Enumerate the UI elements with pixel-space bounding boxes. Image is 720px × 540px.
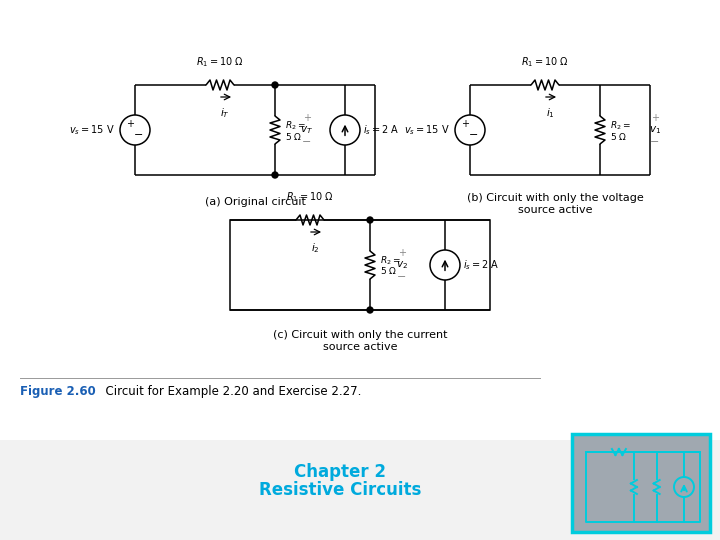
Text: $R_2 =$: $R_2 =$	[610, 120, 631, 132]
Bar	[572, 434, 710, 532]
Text: $R_1 = 10\ \Omega$: $R_1 = 10\ \Omega$	[286, 190, 334, 204]
Circle shape	[367, 217, 373, 223]
Text: Figure 2.60: Figure 2.60	[20, 385, 96, 398]
Text: source active: source active	[518, 205, 593, 215]
Text: Resistive Circuits: Resistive Circuits	[258, 481, 421, 499]
Bar	[0, 0, 720, 440]
Text: −: −	[469, 130, 479, 140]
Text: $5\ \Omega$: $5\ \Omega$	[380, 266, 397, 276]
Text: $v_T$: $v_T$	[300, 124, 313, 136]
Text: (a) Original circuit: (a) Original circuit	[204, 197, 305, 207]
Text: $R_1 = 10\ \Omega$: $R_1 = 10\ \Omega$	[521, 55, 569, 69]
Text: $R_1 = 10\ \Omega$: $R_1 = 10\ \Omega$	[196, 55, 244, 69]
Text: +: +	[303, 113, 311, 123]
Text: +: +	[398, 248, 406, 258]
Circle shape	[367, 307, 373, 313]
Text: −: −	[397, 272, 407, 282]
Text: $i_2$: $i_2$	[310, 241, 320, 255]
Bar	[230, 220, 490, 310]
Text: +: +	[126, 119, 134, 129]
Text: $R_2 =$: $R_2 =$	[380, 255, 401, 267]
Text: $i_s = 2\ \mathrm{A}$: $i_s = 2\ \mathrm{A}$	[363, 123, 400, 137]
Text: (c) Circuit with only the current: (c) Circuit with only the current	[273, 330, 447, 340]
Text: −: −	[302, 137, 312, 147]
Circle shape	[272, 82, 278, 88]
Text: $v_2$: $v_2$	[396, 259, 408, 271]
Text: $v_1$: $v_1$	[649, 124, 661, 136]
Text: $5\ \Omega$: $5\ \Omega$	[285, 131, 302, 141]
Text: $i_s = 2\ \mathrm{A}$: $i_s = 2\ \mathrm{A}$	[463, 258, 500, 272]
Text: +: +	[651, 113, 659, 123]
Text: −: −	[650, 137, 660, 147]
Text: $5\ \Omega$: $5\ \Omega$	[610, 131, 627, 141]
Text: Circuit for Example 2.20 and Exercise 2.27.: Circuit for Example 2.20 and Exercise 2.…	[98, 385, 361, 398]
Text: $v_s = 15\ \mathrm{V}$: $v_s = 15\ \mathrm{V}$	[69, 123, 115, 137]
Text: $i_T$: $i_T$	[220, 106, 230, 120]
Text: $v_s = 15\ \mathrm{V}$: $v_s = 15\ \mathrm{V}$	[404, 123, 450, 137]
Text: −: −	[135, 130, 144, 140]
Text: +: +	[461, 119, 469, 129]
Bar	[572, 434, 710, 532]
Text: Chapter 2: Chapter 2	[294, 463, 386, 481]
Text: (b) Circuit with only the voltage: (b) Circuit with only the voltage	[467, 193, 644, 203]
Circle shape	[272, 172, 278, 178]
Text: source active: source active	[323, 342, 397, 352]
Text: $i_1$: $i_1$	[546, 106, 554, 120]
Text: $R_2 =$: $R_2 =$	[285, 120, 306, 132]
